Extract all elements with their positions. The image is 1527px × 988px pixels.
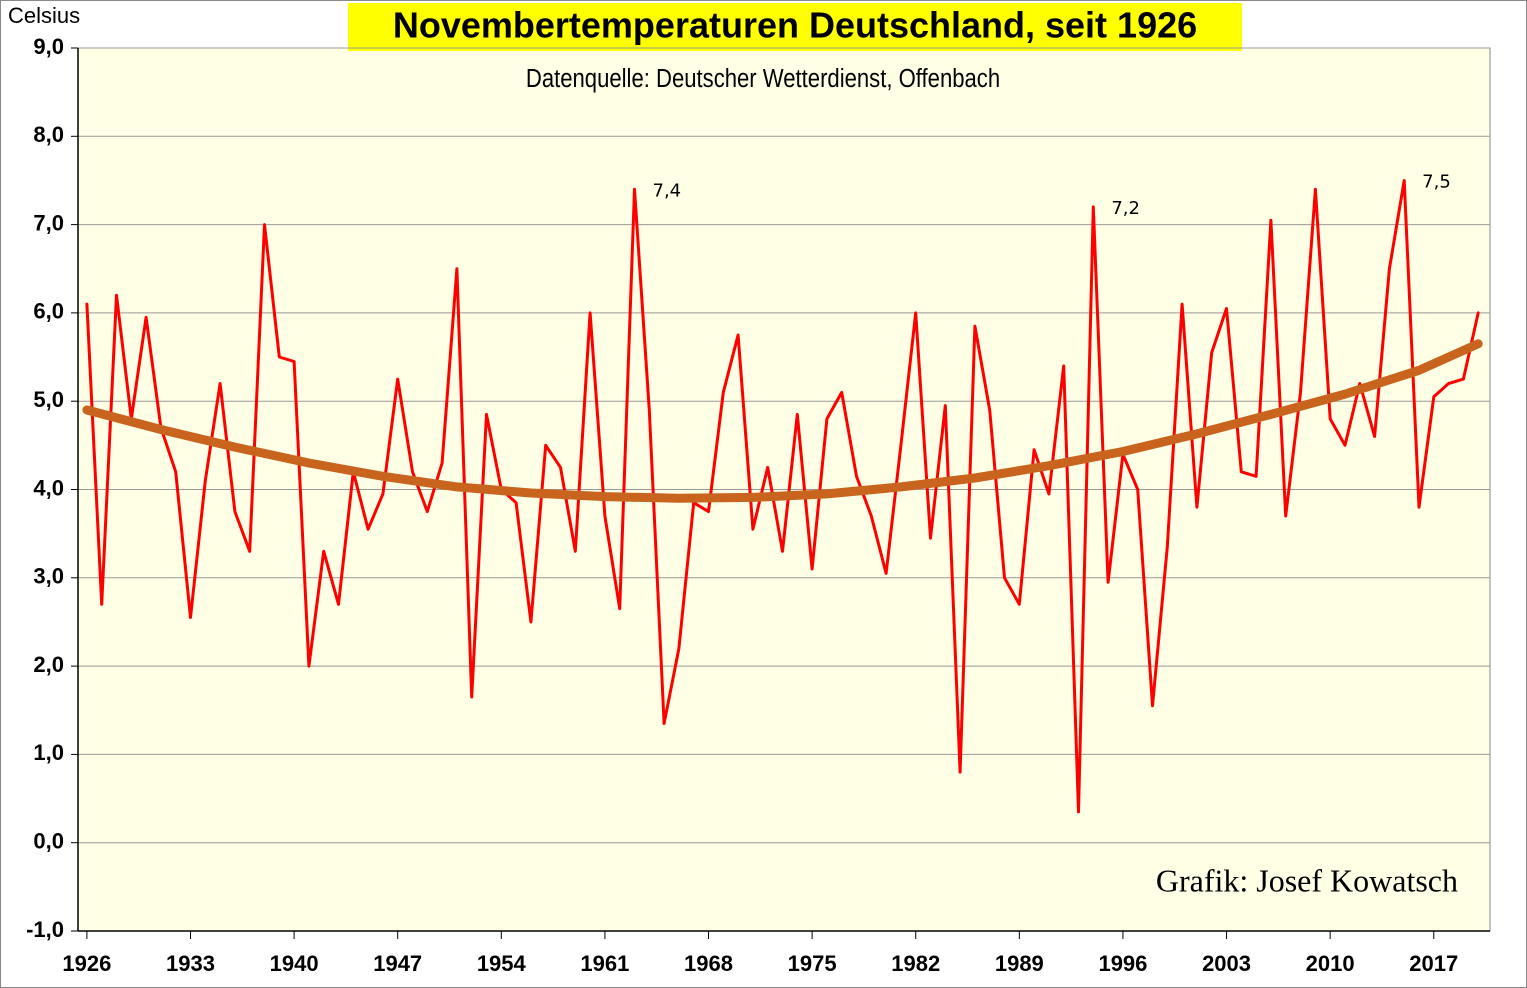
y-tick-label: -1,0: [26, 917, 64, 942]
y-axis-title: Celsius: [8, 3, 80, 28]
y-tick-label: 2,0: [33, 652, 64, 677]
x-tick-label: 1933: [166, 951, 215, 976]
y-tick-label: 6,0: [33, 299, 64, 324]
data-label: 7,5: [1422, 171, 1451, 192]
y-tick-label: 3,0: [33, 564, 64, 589]
chart-title: Novembertemperaturen Deutschland, seit 1…: [393, 5, 1197, 46]
x-tick-label: 1968: [684, 951, 733, 976]
y-tick-label: 1,0: [33, 740, 64, 765]
x-tick-label: 1926: [62, 951, 111, 976]
x-tick-label: 1996: [1098, 951, 1147, 976]
x-tick-label: 2003: [1202, 951, 1251, 976]
x-tick-label: 1947: [373, 951, 422, 976]
y-tick-label: 5,0: [33, 387, 64, 412]
title-box: [348, 3, 1242, 51]
x-tick-label: 1961: [580, 951, 629, 976]
x-tick-label: 2010: [1306, 951, 1355, 976]
y-tick-label: 8,0: [33, 122, 64, 147]
y-tick-label: 4,0: [33, 475, 64, 500]
y-tick-label: 0,0: [33, 829, 64, 854]
x-tick-label: 1954: [477, 951, 527, 976]
data-label: 7,4: [653, 180, 682, 201]
data-line: [85, 179, 1480, 814]
data-line: [82, 339, 1483, 503]
x-tick-label: 1940: [270, 951, 319, 976]
credit: Grafik: Josef Kowatsch: [1156, 862, 1458, 898]
data-label: 7,2: [1111, 198, 1140, 219]
x-tick-label: 1982: [891, 951, 940, 976]
x-tick-label: 2017: [1409, 951, 1458, 976]
y-tick-label: 9,0: [33, 34, 64, 59]
x-tick-label: 1989: [995, 951, 1044, 976]
subtitle: Datenquelle: Deutscher Wetterdienst, Off…: [526, 64, 1000, 93]
y-tick-label: 7,0: [33, 210, 64, 235]
x-tick-label: 1975: [788, 951, 837, 976]
